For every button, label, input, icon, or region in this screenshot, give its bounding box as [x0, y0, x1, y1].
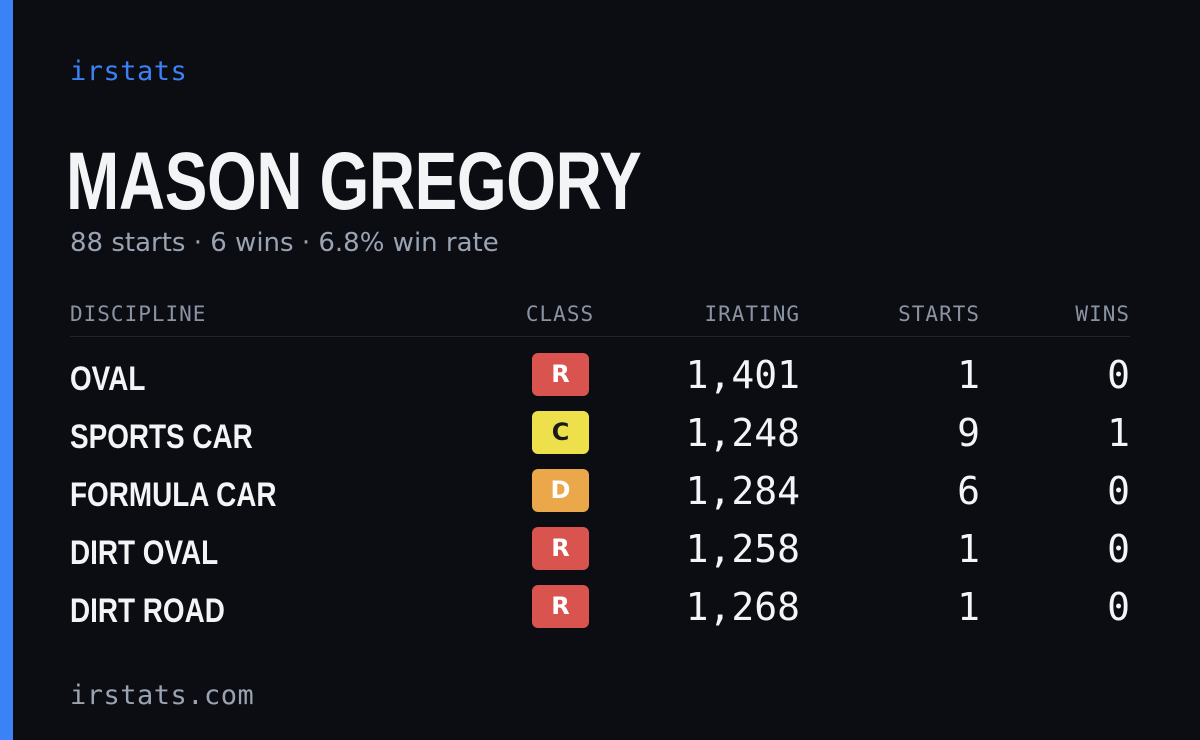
header-class: CLASS: [525, 302, 595, 326]
class-badge: R: [532, 527, 589, 570]
wins-value: 1: [1107, 411, 1130, 455]
driver-name: MASON GREGORY: [66, 136, 642, 227]
class-badge: C: [532, 411, 589, 454]
class-badge: R: [532, 585, 589, 628]
table-row: FORMULA CAR D 1,284 6 0: [70, 453, 1130, 514]
header-discipline: DISCIPLINE: [70, 302, 207, 326]
header-irating: IRATING: [704, 302, 800, 326]
table-row: OVAL R 1,401 1 0: [70, 337, 1130, 398]
irating-value: 1,248: [685, 411, 800, 455]
class-badge: D: [532, 469, 589, 512]
irating-value: 1,258: [685, 527, 800, 571]
discipline-name: FORMULA CAR: [70, 476, 277, 514]
discipline-name: DIRT OVAL: [70, 534, 219, 572]
table-header: DISCIPLINE CLASS IRATING STARTS WINS: [70, 290, 1130, 337]
discipline-name: OVAL: [70, 360, 146, 398]
starts-value: 1: [957, 585, 980, 629]
wins-value: 0: [1107, 353, 1130, 397]
accent-bar: [0, 0, 13, 740]
table-row: SPORTS CAR C 1,248 9 1: [70, 395, 1130, 456]
footer-url: irstats.com: [70, 680, 255, 711]
wins-value: 0: [1107, 469, 1130, 513]
irating-value: 1,401: [685, 353, 800, 397]
starts-value: 1: [957, 353, 980, 397]
discipline-name: SPORTS CAR: [70, 418, 253, 456]
starts-value: 1: [957, 527, 980, 571]
brand-logo-text: irstats: [70, 56, 188, 87]
wins-value: 0: [1107, 585, 1130, 629]
header-wins: WINS: [1075, 302, 1130, 326]
wins-value: 0: [1107, 527, 1130, 571]
table-row: DIRT ROAD R 1,268 1 0: [70, 569, 1130, 630]
table-row: DIRT OVAL R 1,258 1 0: [70, 511, 1130, 572]
class-badge: R: [532, 353, 589, 396]
irating-value: 1,284: [685, 469, 800, 513]
starts-value: 9: [957, 411, 980, 455]
driver-summary: 88 starts · 6 wins · 6.8% win rate: [70, 228, 499, 258]
stats-table: DISCIPLINE CLASS IRATING STARTS WINS OVA…: [70, 290, 1130, 630]
starts-value: 6: [957, 469, 980, 513]
header-starts: STARTS: [898, 302, 980, 326]
discipline-name: DIRT ROAD: [70, 592, 225, 630]
irating-value: 1,268: [685, 585, 800, 629]
